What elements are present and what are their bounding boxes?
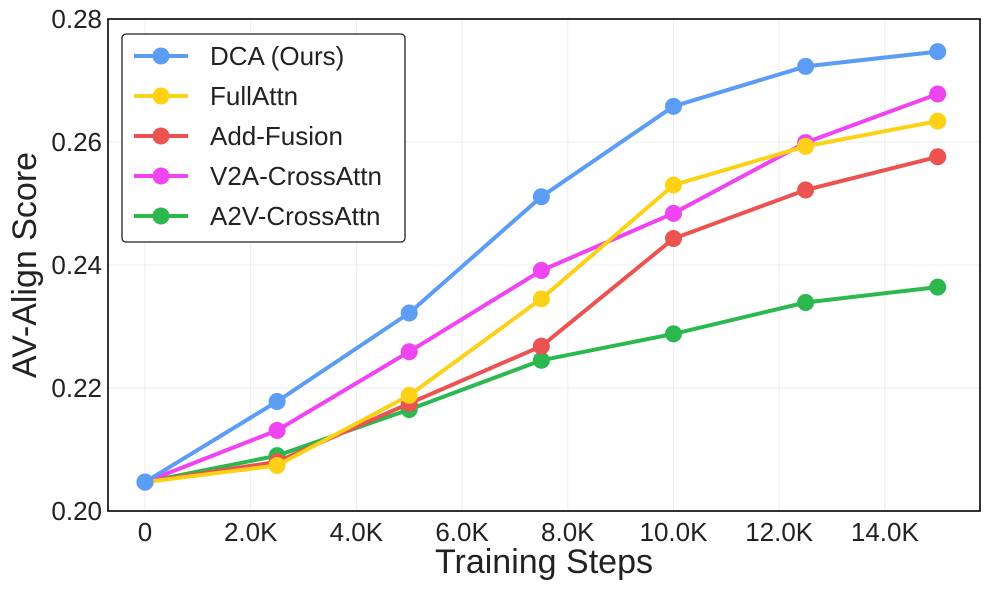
- data-point: [797, 294, 815, 312]
- data-point: [400, 343, 418, 361]
- plot-frame: [107, 18, 981, 512]
- legend-label: Add-Fusion: [210, 121, 343, 151]
- legend-marker: [152, 87, 170, 105]
- data-point: [797, 137, 815, 155]
- series-fullattn: [136, 112, 947, 491]
- data-point: [532, 188, 550, 206]
- data-point: [532, 290, 550, 308]
- legend-item: Add-Fusion: [134, 121, 343, 151]
- legend-label: DCA (Ours): [210, 41, 344, 71]
- y-tick-label: 0.26: [51, 127, 102, 157]
- data-point: [664, 325, 682, 343]
- legend-item: A2V-CrossAttn: [134, 201, 381, 231]
- y-axis-title: AV-Align Score: [6, 152, 44, 378]
- data-point: [929, 43, 947, 61]
- legend-marker: [152, 127, 170, 145]
- series-dca-ours: [136, 43, 947, 491]
- legend-marker: [152, 167, 170, 185]
- series-a2v-crossattn: [136, 278, 947, 491]
- data-point: [797, 57, 815, 75]
- data-point: [532, 262, 550, 280]
- legend-box: [121, 33, 406, 243]
- data-point: [400, 304, 418, 322]
- data-point: [532, 337, 550, 355]
- data-point: [400, 386, 418, 404]
- legend-label: A2V-CrossAttn: [210, 201, 381, 231]
- legend: DCA (Ours) FullAttn Add-Fusion V2A-CrossAtt…: [121, 33, 406, 243]
- y-tick-label: 0.24: [51, 250, 102, 280]
- legend-item: DCA (Ours): [134, 41, 344, 71]
- legend-item: FullAttn: [134, 81, 298, 111]
- x-tick-label: 2.0K: [224, 517, 278, 547]
- x-tick-label: 0: [138, 517, 152, 547]
- legend-marker: [152, 207, 170, 225]
- data-point: [664, 204, 682, 222]
- data-point: [664, 97, 682, 115]
- legend-label: FullAttn: [210, 81, 298, 111]
- data-point: [136, 473, 154, 491]
- x-tick-label: 8.0K: [541, 517, 595, 547]
- x-tick-label: 4.0K: [330, 517, 384, 547]
- data-point: [532, 351, 550, 369]
- x-axis-title: Training Steps: [435, 543, 653, 581]
- tick-labels: 0 2.0K 4.0K 6.0K 8.0K 10.0K 12.0K 14.0K 0.20 0.22…: [51, 4, 919, 547]
- data-point: [929, 85, 947, 103]
- data-point: [929, 278, 947, 296]
- data-point: [268, 456, 286, 474]
- series-group: [136, 43, 947, 491]
- y-tick-label: 0.20: [51, 496, 102, 526]
- data-point: [268, 393, 286, 411]
- y-tick-label: 0.22: [51, 373, 102, 403]
- series-line: [143, 285, 940, 485]
- x-tick-label: 14.0K: [851, 517, 920, 547]
- data-point: [797, 181, 815, 199]
- data-point: [929, 112, 947, 130]
- data-point: [929, 148, 947, 166]
- x-tick-label: 10.0K: [640, 517, 709, 547]
- data-point: [664, 230, 682, 248]
- legend-item: V2A-CrossAttn: [134, 161, 382, 191]
- x-tick-label: 6.0K: [435, 517, 489, 547]
- data-point: [268, 421, 286, 439]
- legend-label: V2A-CrossAttn: [210, 161, 382, 191]
- y-tick-label: 0.28: [51, 4, 102, 34]
- x-tick-label: 12.0K: [745, 517, 814, 547]
- legend-marker: [152, 47, 170, 65]
- data-point: [664, 176, 682, 194]
